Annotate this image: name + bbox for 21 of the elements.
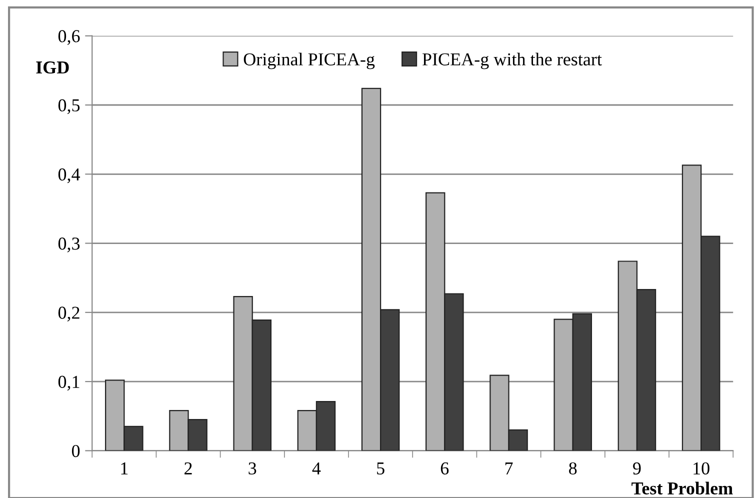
x-tick-label: 5: [377, 462, 384, 475]
legend-label: Original PICEA-g: [244, 52, 375, 70]
y-tick-label: 0,6: [58, 30, 80, 45]
y-axis-title: IGD: [36, 61, 69, 74]
y-tick-label: 0: [72, 444, 80, 458]
x-tick-label: 7: [505, 462, 513, 474]
x-tick-label: 8: [569, 462, 577, 475]
x-tick-label: 3: [248, 462, 256, 475]
x-tick-label: 1: [121, 462, 128, 474]
y-tick-label: 0,5: [58, 99, 80, 114]
x-tick-label: 4: [312, 462, 321, 474]
y-tick-label: 0,4: [58, 168, 80, 184]
x-tick-label: 10: [694, 462, 710, 475]
y-tick-label: 0,3: [58, 238, 80, 252]
x-tick-label: 9: [633, 462, 641, 475]
x-tick-label: 6: [440, 462, 449, 475]
y-tick-label: 0,2: [58, 306, 80, 322]
legend-label: PICEA-g with the restart: [422, 52, 602, 70]
x-tick-label: 2: [184, 462, 192, 474]
x-axis-title: Test Problem: [632, 482, 733, 495]
y-tick-label: 0,1: [58, 376, 80, 391]
